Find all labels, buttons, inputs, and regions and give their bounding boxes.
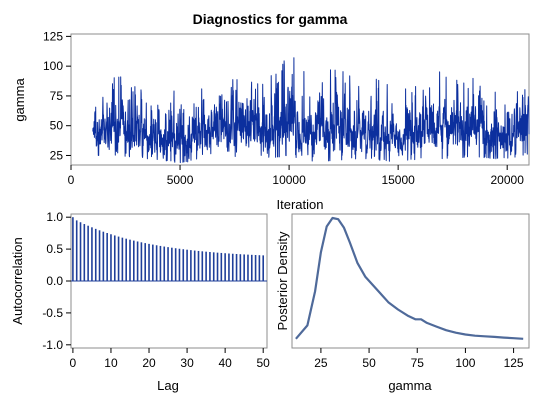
autocorrelation-plot: 0 10 20 30 40 50 -1.0 -0.5 0.0 0.5 1.0 Lag Autoco…: [10, 210, 270, 393]
acf-x-tick-label: 20: [142, 356, 156, 370]
acf-y-tick-label: 0.0: [46, 274, 63, 288]
acf-bars: [72, 217, 264, 281]
trace-y-tick-label: 100: [43, 59, 63, 73]
trace-x-tick-label: 10000: [272, 173, 306, 187]
density-y-label: Posterior Density: [275, 231, 290, 330]
trace-x-label: Iteration: [277, 197, 324, 212]
trace-x-tick-label: 15000: [381, 173, 415, 187]
trace-x-axis: 0 5000 10000 15000 20000: [68, 165, 525, 187]
density-x-tick-label: 125: [504, 356, 524, 370]
acf-y-tick-label: -0.5: [42, 306, 63, 320]
acf-x-tick-label: 50: [257, 356, 271, 370]
density-plot: 25 50 75 100 125 gamma Posterior Density: [275, 213, 530, 393]
density-x-label: gamma: [388, 378, 432, 393]
density-curve: [295, 216, 524, 340]
acf-y-tick-label: -1.0: [42, 338, 63, 352]
trace-y-label: gamma: [12, 78, 27, 122]
density-x-tick-label: 75: [411, 356, 425, 370]
acf-x-axis: 0 10 20 30 40 50: [70, 348, 271, 370]
trace-y-axis: 25 50 75 100 125: [43, 29, 71, 162]
trace-x-tick-label: 5000: [167, 173, 194, 187]
trace-series-line: [92, 57, 530, 164]
trace-y-tick-label: 25: [50, 148, 64, 162]
density-x-tick-label: 25: [314, 356, 328, 370]
trace-y-tick-label: 75: [50, 89, 64, 103]
acf-y-label: Autocorrelation: [10, 237, 25, 324]
acf-x-tick-label: 40: [218, 356, 232, 370]
density-plot-frame: [291, 213, 530, 349]
trace-y-tick-label: 125: [43, 29, 63, 43]
acf-x-label: Lag: [157, 378, 179, 393]
acf-x-tick-label: 0: [70, 356, 77, 370]
acf-y-tick-label: 0.5: [46, 242, 63, 256]
trace-y-tick-label: 50: [50, 119, 64, 133]
trace-plot: 0 5000 10000 15000 20000 25 50 75 100 125 Iterat…: [12, 29, 530, 212]
acf-x-tick-label: 10: [104, 356, 118, 370]
acf-x-tick-label: 30: [180, 356, 194, 370]
acf-y-axis: -1.0 -0.5 0.0 0.5 1.0: [42, 210, 71, 352]
chart-title: Diagnostics for gamma: [193, 11, 348, 27]
trace-x-tick-label: 0: [68, 173, 75, 187]
trace-x-tick-label: 20000: [491, 173, 525, 187]
density-x-axis: 25 50 75 100 125: [314, 348, 524, 370]
acf-y-tick-label: 1.0: [46, 210, 63, 224]
density-x-tick-label: 50: [362, 356, 376, 370]
density-x-tick-label: 100: [455, 356, 475, 370]
trace-plot-frame: [70, 33, 530, 166]
